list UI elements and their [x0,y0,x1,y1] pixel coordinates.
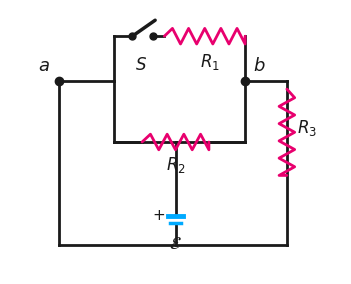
Text: $R_3$: $R_3$ [297,118,317,138]
Text: $a$: $a$ [38,57,50,75]
Text: $R_1$: $R_1$ [200,51,220,72]
Text: $S$: $S$ [135,56,147,74]
Text: $b$: $b$ [253,57,266,75]
Text: $\mathcal{E}$: $\mathcal{E}$ [169,235,182,252]
Text: $R_2$: $R_2$ [166,154,185,175]
Text: $+$: $+$ [152,208,165,223]
